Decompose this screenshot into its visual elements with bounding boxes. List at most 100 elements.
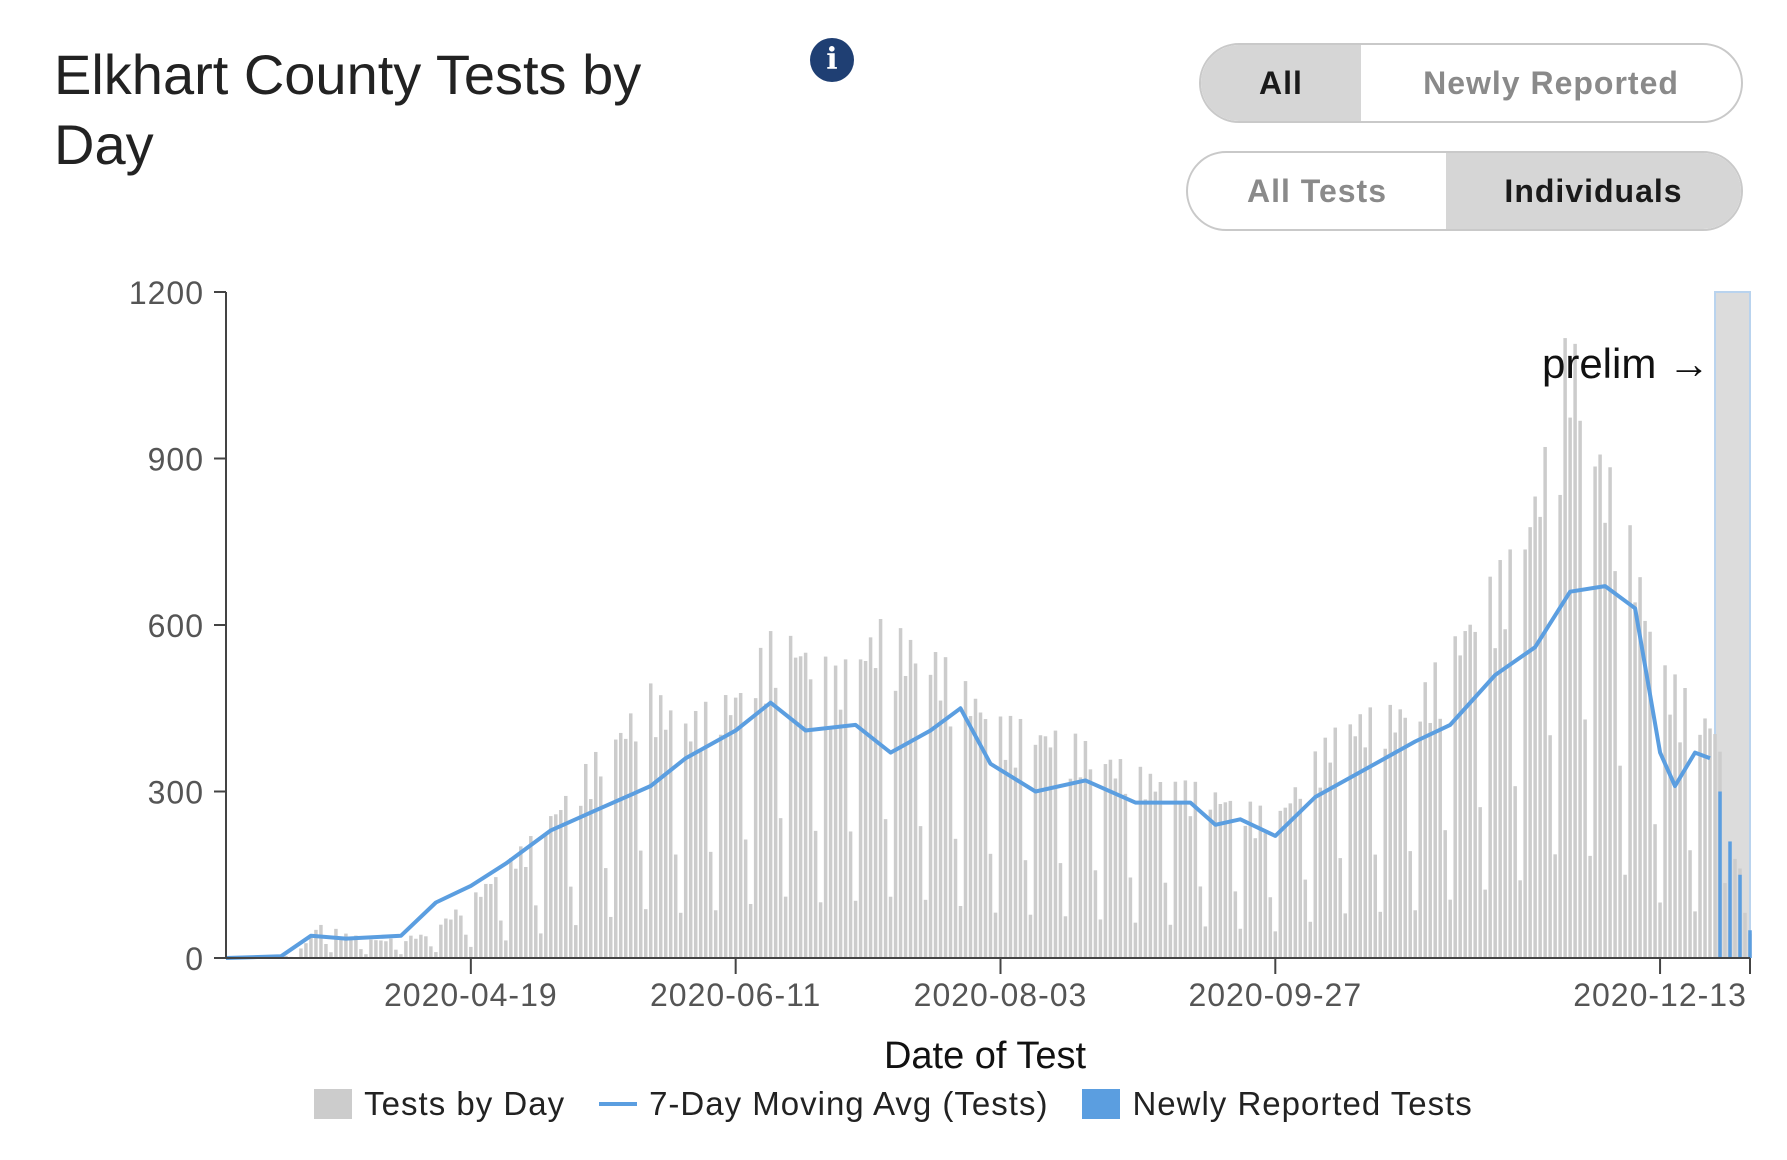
daily-test-bar — [464, 934, 468, 958]
toggle-individuals-button[interactable]: Individuals — [1446, 153, 1741, 229]
legend-item-newly-reported[interactable]: Newly Reported Tests — [1082, 1085, 1472, 1123]
daily-test-bar — [868, 637, 873, 958]
daily-test-bar — [998, 716, 1003, 958]
daily-test-bar — [1568, 417, 1572, 959]
daily-test-bar — [948, 726, 953, 958]
daily-test-bar — [1308, 921, 1313, 958]
daily-test-bar — [958, 905, 963, 958]
daily-test-bar — [1078, 777, 1083, 958]
daily-test-bar — [1503, 629, 1507, 958]
daily-test-bar — [983, 719, 988, 958]
daily-test-bar — [953, 838, 958, 958]
daily-test-bar — [1548, 735, 1552, 958]
daily-test-bar — [788, 635, 793, 958]
daily-test-bar — [1263, 833, 1268, 958]
daily-test-bar — [499, 920, 503, 958]
daily-test-bar — [334, 928, 338, 958]
y-tick-label: 900 — [148, 442, 204, 478]
daily-test-bar — [1623, 874, 1627, 958]
daily-test-bar — [873, 668, 878, 958]
daily-test-bar — [1438, 718, 1442, 958]
daily-test-bar — [1323, 737, 1328, 958]
daily-test-bar — [753, 698, 758, 958]
legend-swatch-moving-avg — [599, 1102, 638, 1106]
legend-item-moving-avg[interactable]: 7-Day Moving Avg (Tests) — [599, 1085, 1048, 1123]
toggle-all-tests-button[interactable]: All Tests — [1247, 172, 1387, 209]
daily-test-bar — [314, 929, 318, 958]
daily-test-bar — [404, 941, 408, 958]
x-tick-label: 2020-06-11 — [650, 977, 821, 1013]
daily-test-bar — [429, 946, 433, 958]
daily-test-bar — [379, 940, 383, 958]
daily-test-bar — [968, 716, 973, 958]
daily-test-bar — [1228, 800, 1233, 958]
daily-test-bar — [1403, 717, 1407, 958]
toggle-newly-reported-button[interactable]: Newly Reported — [1423, 64, 1679, 101]
daily-test-bar — [374, 940, 378, 958]
daily-test-bar — [1528, 527, 1532, 958]
daily-test-bar — [823, 656, 828, 958]
daily-test-bar — [439, 924, 443, 958]
daily-test-bar — [733, 697, 738, 958]
daily-test-bar — [1283, 807, 1288, 958]
daily-test-bar — [623, 738, 628, 958]
daily-test-bar — [399, 954, 403, 958]
daily-test-bar — [594, 751, 598, 958]
daily-test-bar — [1683, 687, 1687, 958]
daily-test-bar — [569, 886, 573, 958]
daily-test-bar — [718, 734, 723, 958]
daily-test-bar — [1353, 736, 1358, 958]
info-icon[interactable]: i — [810, 38, 854, 82]
daily-test-bar — [1458, 655, 1462, 958]
daily-test-bar — [1618, 765, 1622, 958]
daily-test-bar — [1223, 802, 1228, 958]
daily-test-bar — [1138, 766, 1143, 958]
daily-test-bar — [1573, 343, 1577, 959]
daily-test-bar — [524, 866, 528, 958]
daily-test-bar — [1123, 793, 1128, 958]
legend-item-tests-by-day[interactable]: Tests by Day — [314, 1085, 565, 1123]
daily-test-bar — [693, 710, 698, 958]
daily-test-bar — [1488, 576, 1492, 958]
daily-test-bar — [743, 839, 748, 958]
daily-test-bar — [688, 741, 693, 958]
x-axis-title: Date of Test — [884, 1035, 1087, 1077]
daily-test-bar — [394, 949, 398, 958]
daily-test-bar — [988, 853, 993, 958]
daily-test-bar — [1533, 496, 1537, 958]
daily-test-bar — [1203, 926, 1208, 958]
daily-test-bar — [813, 830, 818, 958]
daily-test-bar — [938, 700, 943, 958]
daily-test-bar — [504, 940, 508, 958]
daily-test-bar — [554, 814, 558, 958]
daily-test-bar — [763, 703, 768, 958]
daily-test-bar — [818, 902, 823, 958]
daily-test-bar — [1653, 824, 1657, 958]
toggle-all-button[interactable]: All — [1201, 45, 1361, 121]
daily-test-bar — [1023, 860, 1028, 958]
daily-test-bar — [589, 799, 593, 958]
daily-test-bar — [973, 698, 978, 958]
daily-test-bar — [1013, 767, 1018, 958]
daily-test-bar — [618, 732, 623, 958]
reporting-toggle: All Newly Reported — [1199, 43, 1743, 123]
test-type-toggle: All Tests Individuals — [1186, 151, 1743, 231]
daily-test-bar — [579, 805, 583, 958]
daily-test-bar — [1178, 803, 1183, 958]
daily-test-bar — [1468, 624, 1472, 958]
daily-test-bar — [883, 819, 888, 958]
daily-test-bar — [474, 892, 478, 958]
daily-test-bar — [489, 883, 493, 958]
daily-test-bar — [354, 935, 358, 958]
daily-test-bar — [1463, 631, 1467, 958]
daily-test-bar — [444, 918, 448, 958]
daily-test-bar — [1163, 882, 1168, 958]
daily-test-bar — [1598, 454, 1602, 958]
legend-label: Newly Reported Tests — [1132, 1085, 1473, 1122]
legend-swatch-newly-reported — [1082, 1089, 1121, 1119]
daily-test-bar — [1368, 707, 1372, 958]
daily-test-bar — [309, 936, 313, 958]
daily-test-bar — [484, 883, 488, 958]
daily-test-bar — [539, 933, 543, 958]
